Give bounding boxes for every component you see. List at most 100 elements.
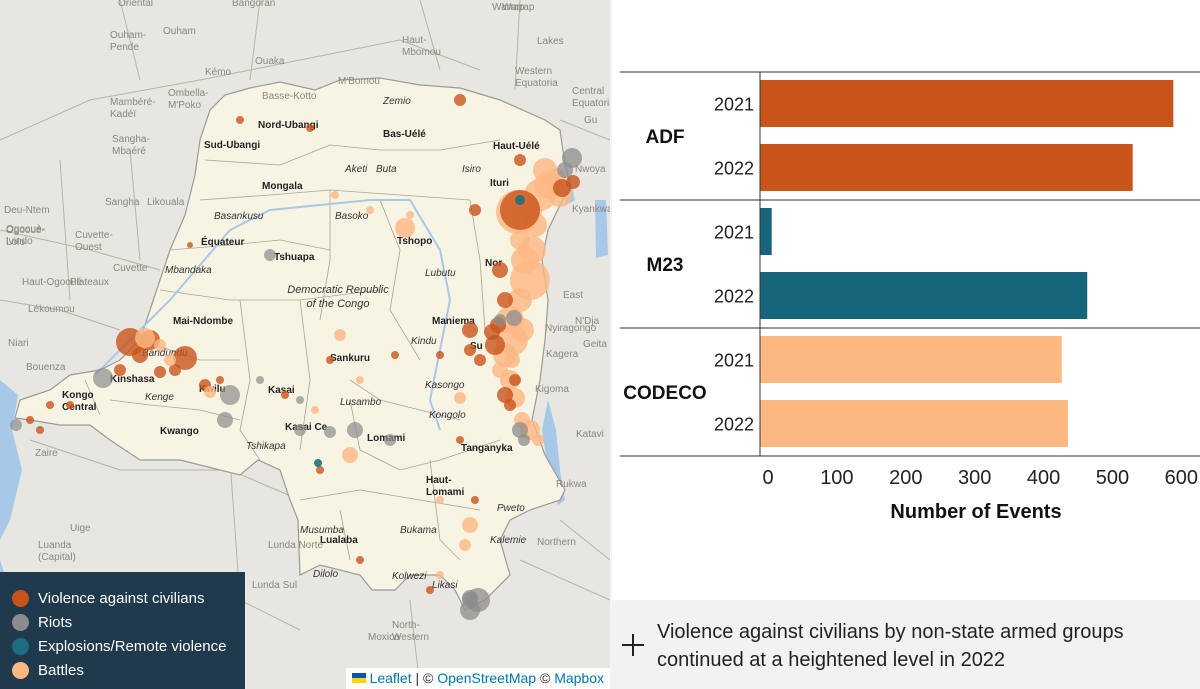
- event-marker[interactable]: [154, 366, 166, 378]
- event-marker[interactable]: [497, 387, 513, 403]
- event-marker[interactable]: [515, 195, 525, 205]
- bar[interactable]: [760, 208, 772, 255]
- event-marker[interactable]: [471, 496, 479, 504]
- event-marker[interactable]: [492, 262, 508, 278]
- event-marker[interactable]: [485, 335, 505, 355]
- event-marker[interactable]: [169, 364, 181, 376]
- event-marker[interactable]: [406, 211, 414, 219]
- event-marker[interactable]: [306, 124, 314, 132]
- region-label: Kongo Central: [62, 390, 97, 413]
- event-marker[interactable]: [533, 158, 557, 182]
- event-marker[interactable]: [204, 386, 216, 398]
- event-marker[interactable]: [436, 351, 444, 359]
- event-marker[interactable]: [384, 434, 396, 446]
- event-marker[interactable]: [135, 328, 155, 348]
- event-marker[interactable]: [326, 356, 334, 364]
- event-marker[interactable]: [187, 242, 193, 248]
- event-marker[interactable]: [36, 426, 44, 434]
- legend-item-battles[interactable]: Battles: [12, 658, 245, 682]
- event-marker[interactable]: [220, 385, 240, 405]
- event-marker[interactable]: [236, 116, 244, 124]
- event-marker[interactable]: [164, 354, 176, 366]
- event-marker[interactable]: [347, 422, 363, 438]
- event-marker[interactable]: [391, 351, 399, 359]
- neighbour-region-label: Moxico: [368, 632, 400, 643]
- event-marker[interactable]: [296, 396, 304, 404]
- conflict-map[interactable]: Nord-Ubangi Bas-Uélé Haut-Uélé Sud-Ubangi Mo…: [0, 0, 610, 689]
- event-marker[interactable]: [454, 94, 466, 106]
- event-marker[interactable]: [10, 419, 22, 431]
- legend-item-violence[interactable]: Violence against civilians: [12, 586, 245, 610]
- event-marker[interactable]: [173, 346, 197, 370]
- expand-plus-icon[interactable]: [622, 634, 644, 656]
- event-marker[interactable]: [462, 517, 478, 533]
- event-marker[interactable]: [93, 368, 113, 388]
- bar[interactable]: [760, 144, 1133, 191]
- legend-item-explosions[interactable]: Explosions/Remote violence: [12, 634, 245, 658]
- neighbour-region-label: Plateaux: [70, 277, 109, 288]
- event-marker[interactable]: [436, 496, 444, 504]
- event-marker[interactable]: [497, 292, 513, 308]
- event-marker[interactable]: [154, 339, 166, 351]
- event-marker[interactable]: [114, 364, 126, 376]
- region-label: Tshopo: [397, 236, 432, 247]
- event-marker[interactable]: [334, 329, 346, 341]
- bar[interactable]: [760, 272, 1088, 319]
- event-marker[interactable]: [509, 374, 521, 386]
- event-marker[interactable]: [459, 539, 471, 551]
- event-marker[interactable]: [454, 392, 466, 404]
- event-marker[interactable]: [217, 412, 233, 428]
- bar[interactable]: [760, 336, 1062, 383]
- event-marker[interactable]: [66, 401, 74, 409]
- bar[interactable]: [760, 400, 1068, 447]
- legend-item-riots[interactable]: Riots: [12, 610, 245, 634]
- event-marker[interactable]: [566, 175, 580, 189]
- event-marker[interactable]: [506, 310, 522, 326]
- event-marker[interactable]: [331, 191, 339, 199]
- event-marker[interactable]: [464, 344, 476, 356]
- event-marker[interactable]: [500, 190, 540, 230]
- event-marker[interactable]: [518, 434, 530, 446]
- event-marker[interactable]: [294, 424, 306, 436]
- leaflet-link[interactable]: Leaflet: [369, 670, 412, 686]
- event-marker[interactable]: [474, 354, 486, 366]
- bar[interactable]: [760, 80, 1174, 127]
- event-marker[interactable]: [436, 571, 444, 579]
- event-marker[interactable]: [494, 314, 506, 326]
- event-marker[interactable]: [492, 362, 508, 378]
- event-marker[interactable]: [462, 592, 478, 608]
- event-marker[interactable]: [557, 162, 573, 178]
- region-label: Bas-Uélé: [383, 129, 426, 140]
- mapbox-link[interactable]: Mapbox: [554, 670, 604, 686]
- event-marker[interactable]: [456, 436, 464, 444]
- event-marker[interactable]: [514, 154, 526, 166]
- event-marker[interactable]: [311, 406, 319, 414]
- event-marker[interactable]: [281, 391, 289, 399]
- event-marker[interactable]: [469, 204, 481, 216]
- event-marker[interactable]: [316, 466, 324, 474]
- event-marker[interactable]: [314, 459, 322, 467]
- event-marker[interactable]: [356, 556, 364, 564]
- caption-panel[interactable]: Violence against civilians by non-state …: [612, 600, 1200, 689]
- event-marker[interactable]: [504, 352, 520, 368]
- event-marker[interactable]: [395, 218, 415, 238]
- event-marker[interactable]: [366, 206, 374, 214]
- event-marker[interactable]: [46, 401, 54, 409]
- event-marker[interactable]: [504, 399, 516, 411]
- openstreetmap-link[interactable]: OpenStreetMap: [437, 670, 537, 686]
- event-marker[interactable]: [484, 324, 500, 340]
- event-marker[interactable]: [462, 322, 478, 338]
- event-marker[interactable]: [426, 586, 434, 594]
- event-marker[interactable]: [256, 376, 264, 384]
- event-marker[interactable]: [264, 249, 276, 261]
- event-marker[interactable]: [518, 236, 546, 264]
- neighbour-region-label: Kigoma: [535, 384, 569, 395]
- event-marker[interactable]: [356, 376, 364, 384]
- event-marker[interactable]: [508, 288, 532, 312]
- event-marker[interactable]: [324, 426, 336, 438]
- event-marker[interactable]: [26, 416, 34, 424]
- event-marker[interactable]: [532, 434, 544, 446]
- event-marker[interactable]: [342, 447, 358, 463]
- event-marker[interactable]: [132, 347, 148, 363]
- event-marker[interactable]: [216, 376, 224, 384]
